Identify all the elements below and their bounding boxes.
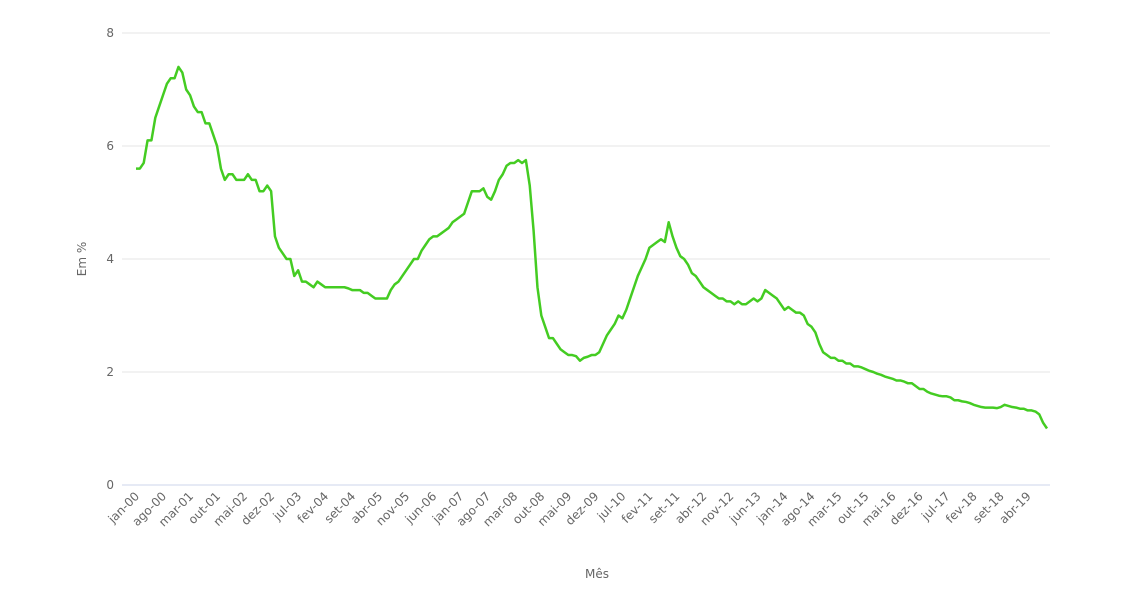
y-tick-label: 2 bbox=[106, 365, 114, 379]
y-axis-title: Em % bbox=[75, 242, 89, 277]
y-tick-label: 0 bbox=[106, 478, 114, 492]
x-axis-title: Mês bbox=[585, 567, 609, 581]
y-tick-label: 6 bbox=[106, 139, 114, 153]
line bbox=[136, 65, 1049, 430]
y-tick-label: 4 bbox=[106, 252, 114, 266]
y-tick-label: 8 bbox=[106, 26, 114, 40]
